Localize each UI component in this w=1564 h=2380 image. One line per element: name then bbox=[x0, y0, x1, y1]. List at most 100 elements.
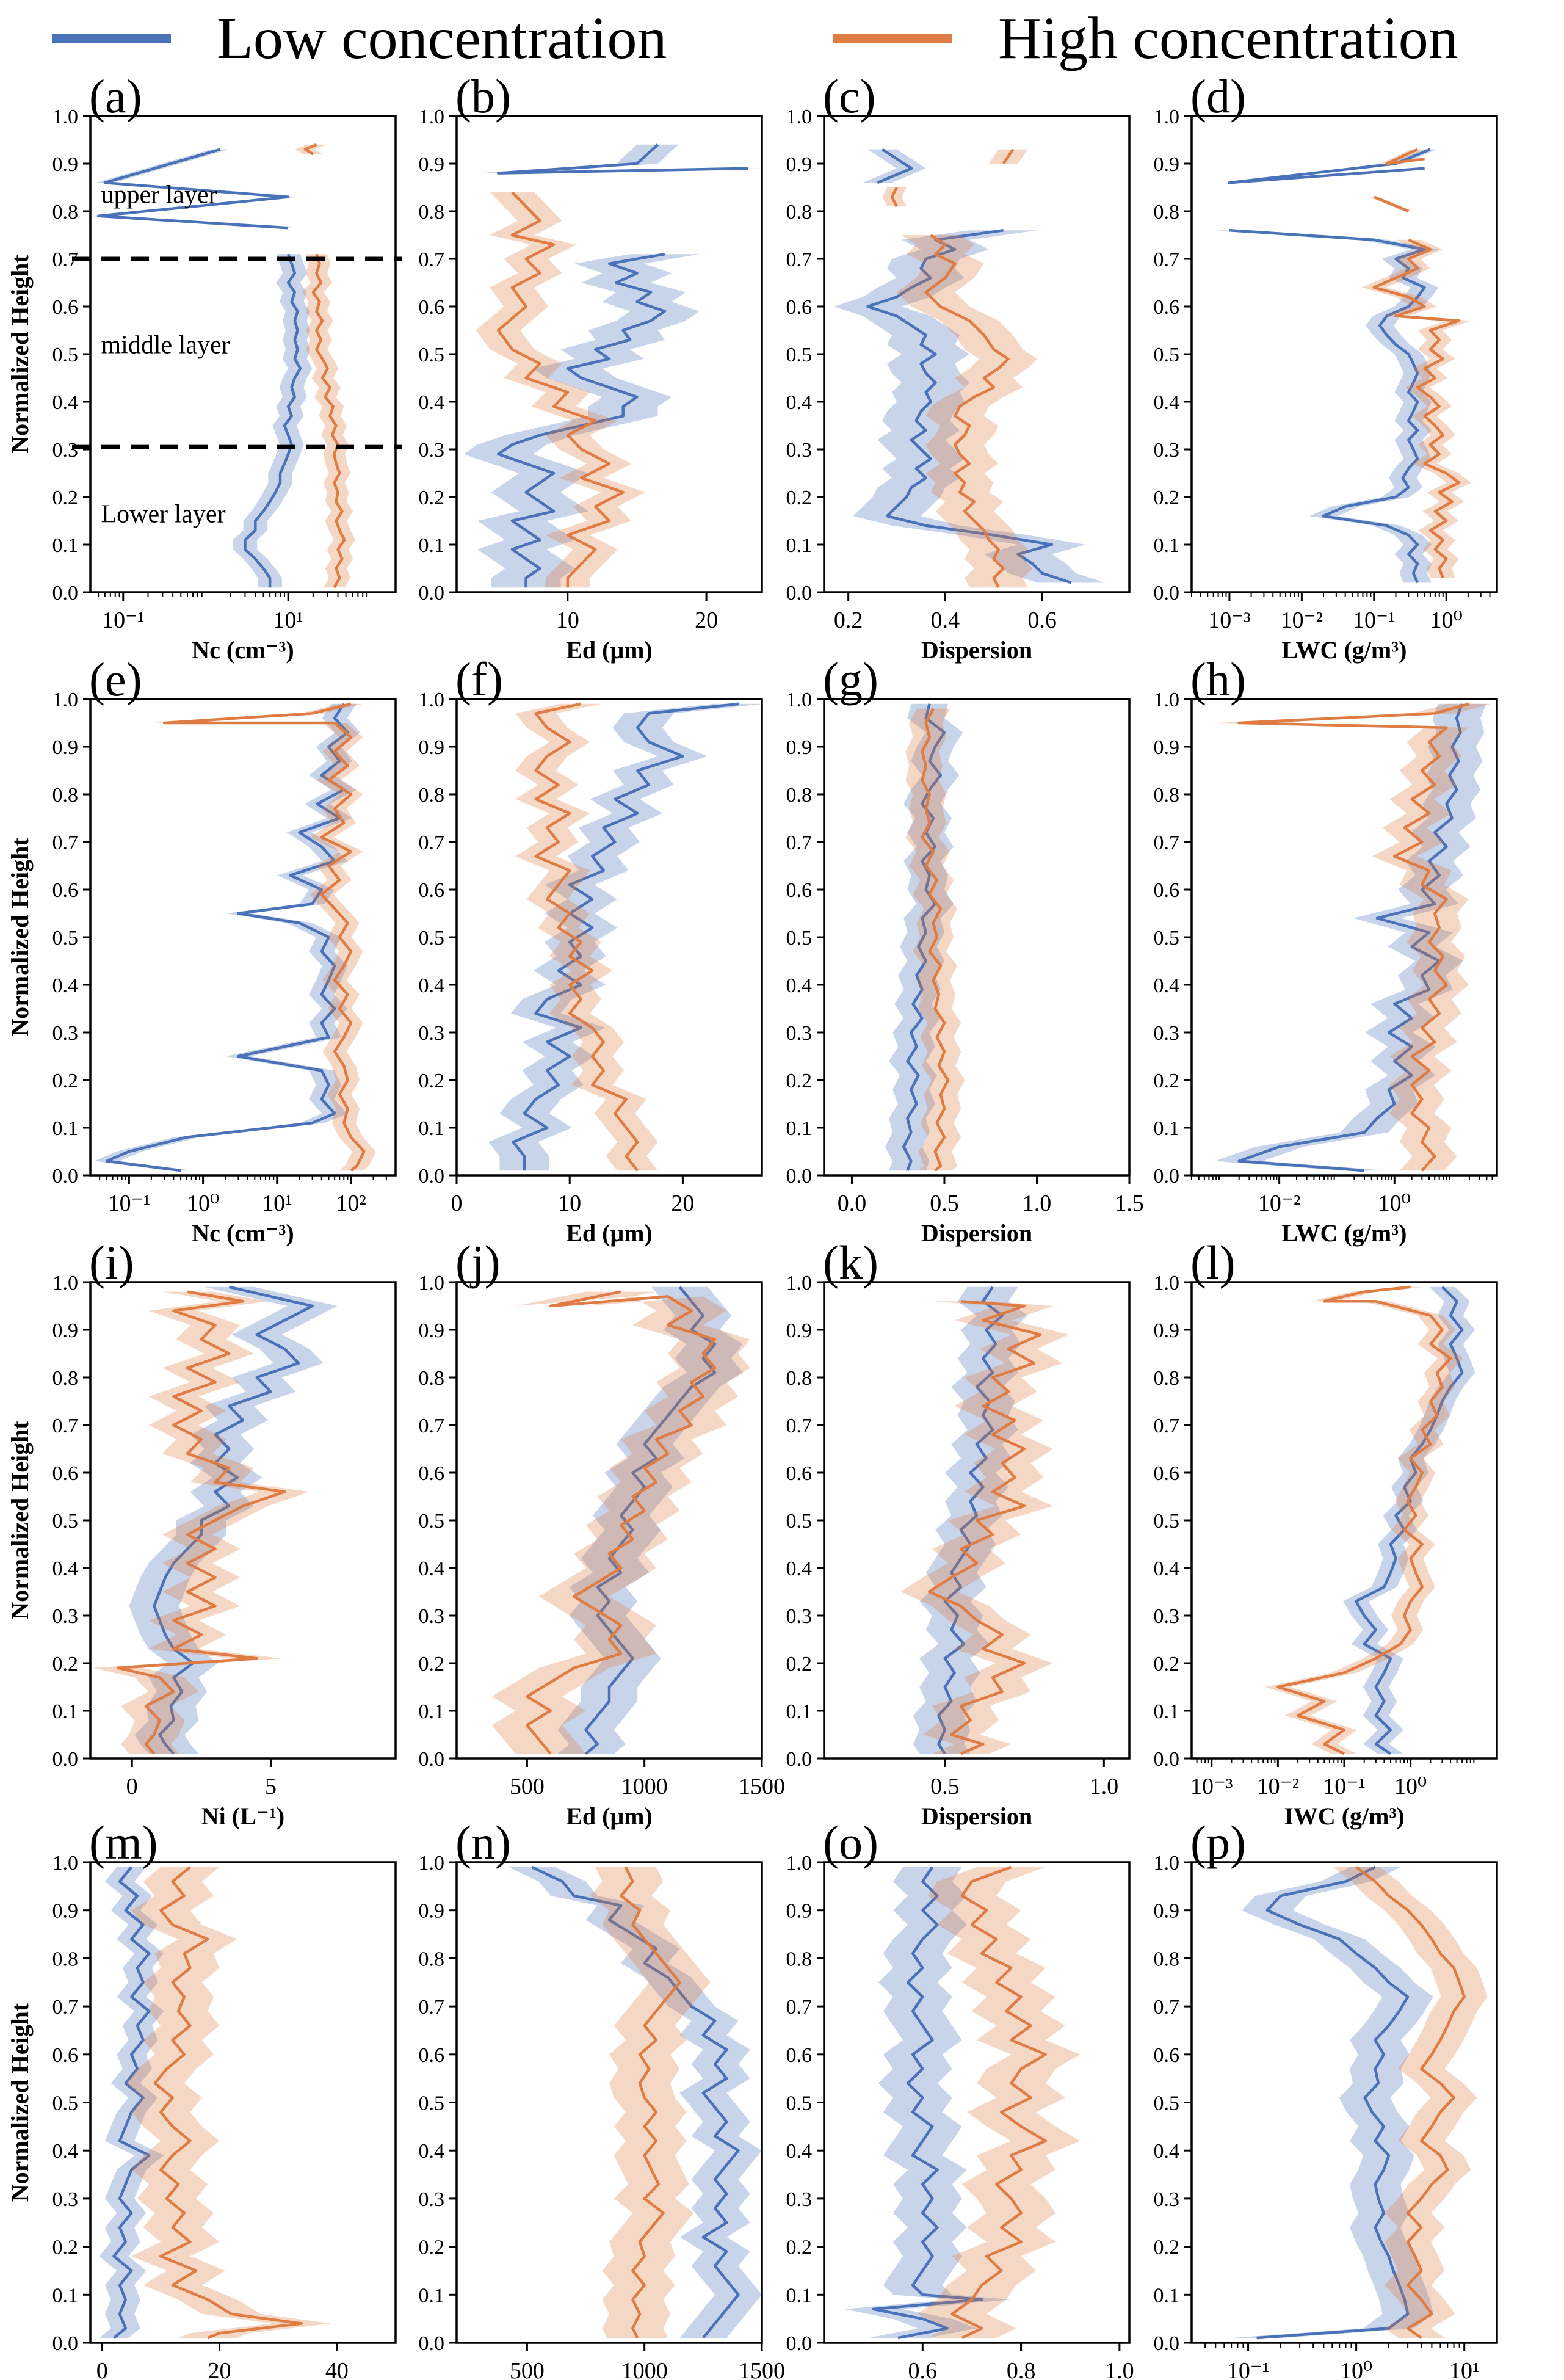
x-tick-label: 10⁻¹ bbox=[108, 1191, 150, 1216]
y-tick-label: 1.0 bbox=[52, 106, 79, 128]
y-tick-label: 0.1 bbox=[419, 1117, 445, 1140]
x-tick-label: 10¹ bbox=[262, 1191, 292, 1216]
y-tick-label: 0.8 bbox=[1154, 1948, 1180, 1970]
panel-label: (c) bbox=[823, 70, 876, 123]
y-tick-label: 0.6 bbox=[52, 296, 79, 319]
panel-label: (m) bbox=[89, 1816, 158, 1869]
y-tick-label: 0.9 bbox=[52, 1900, 79, 1923]
panel-label: (b) bbox=[455, 70, 511, 123]
series-band-low bbox=[94, 703, 361, 1171]
y-tick-label: 0.2 bbox=[786, 2237, 813, 2259]
x-tick-label: 40 bbox=[325, 2358, 349, 2380]
series-band-low bbox=[1222, 149, 1437, 183]
series-line-low bbox=[96, 148, 290, 230]
series-band-high bbox=[590, 1867, 711, 2338]
panel-label: (p) bbox=[1190, 1816, 1246, 1869]
x-tick-label: 0.2 bbox=[834, 608, 863, 633]
plot-area-n bbox=[508, 1865, 762, 2339]
y-tick-label: 0.0 bbox=[419, 582, 445, 604]
y-tick-label: 0.7 bbox=[419, 1996, 445, 2019]
y-tick-label: 0.6 bbox=[52, 1462, 79, 1485]
y-tick-label: 0.4 bbox=[1154, 391, 1180, 414]
y-tick-label: 0.8 bbox=[1154, 1367, 1180, 1390]
x-tick-label: 0.6 bbox=[908, 2358, 938, 2380]
y-tick-label: 0.5 bbox=[786, 344, 813, 366]
y-tick-label: 0.9 bbox=[52, 1319, 79, 1342]
axes-frame bbox=[823, 698, 1131, 1177]
series-line-high bbox=[890, 186, 899, 208]
y-tick-label: 0.4 bbox=[419, 2140, 445, 2163]
y-tick-label: 1.0 bbox=[419, 1852, 445, 1874]
y-tick-label: 0.1 bbox=[1154, 2284, 1180, 2307]
x-tick-label: 1000 bbox=[621, 2358, 668, 2380]
y-tick-label: 0.2 bbox=[1154, 1070, 1180, 1092]
series-line-high bbox=[526, 1290, 717, 1755]
y-tick-label: 0.7 bbox=[419, 832, 445, 854]
legend-item-high: High concentration bbox=[833, 5, 1458, 72]
y-tick-label: 0.9 bbox=[419, 1900, 445, 1923]
y-tick-label: 0.8 bbox=[419, 1367, 445, 1390]
y-tick-label: 0.4 bbox=[52, 391, 79, 414]
y-tick-label: 0.4 bbox=[52, 2140, 79, 2163]
y-tick-label: 0.7 bbox=[786, 1996, 813, 2019]
y-tick-label: 0.6 bbox=[419, 879, 445, 902]
x-tick-label: 0 bbox=[451, 1191, 463, 1216]
series-band-low bbox=[1215, 230, 1439, 583]
x-tick-label: 0.4 bbox=[931, 608, 960, 633]
y-tick-label: 0.3 bbox=[786, 1605, 813, 1628]
y-tick-label: 0.7 bbox=[786, 1415, 813, 1437]
y-tick-label: 0.9 bbox=[1154, 1319, 1180, 1342]
series-band-high bbox=[882, 187, 907, 207]
y-tick-label: 0.9 bbox=[419, 736, 445, 759]
series-line-high bbox=[303, 143, 317, 156]
panel-label: (i) bbox=[89, 1236, 134, 1289]
y-tick-label: 0.2 bbox=[419, 1070, 445, 1092]
legend-swatch-low bbox=[52, 34, 171, 43]
y-tick-label: 0.5 bbox=[419, 344, 445, 366]
x-tick-label: 10 bbox=[558, 1191, 581, 1216]
y-tick-label: 1.0 bbox=[52, 1272, 79, 1294]
x-tick-label: 10² bbox=[336, 1191, 366, 1216]
y-axis-label: Normalized Height bbox=[6, 1421, 34, 1620]
y-tick-label: 0.5 bbox=[419, 927, 445, 949]
series-line-high bbox=[921, 708, 950, 1172]
plot-area-m bbox=[99, 1866, 331, 2340]
series-line-high bbox=[1373, 195, 1410, 213]
y-axis-label: Normalized Height bbox=[6, 255, 34, 454]
series-line-low bbox=[937, 1286, 1004, 1755]
series-line-high bbox=[927, 1299, 1042, 1755]
series-band-high bbox=[1333, 1867, 1488, 2338]
y-tick-label: 0.0 bbox=[1154, 582, 1180, 604]
series-line-high bbox=[924, 234, 1010, 589]
series-line-high bbox=[153, 1866, 303, 2340]
series-band-high bbox=[125, 1867, 331, 2338]
series-line-low bbox=[112, 1866, 151, 2339]
panel-label: (g) bbox=[823, 653, 878, 706]
y-tick-label: 0.8 bbox=[1154, 784, 1180, 807]
series-line-low bbox=[496, 143, 748, 175]
series-band-low bbox=[557, 1286, 744, 1754]
y-tick-label: 0.3 bbox=[419, 1605, 445, 1628]
y-tick-label: 0.2 bbox=[786, 487, 813, 509]
x-tick-label: 10⁻¹ bbox=[1323, 1774, 1365, 1799]
y-tick-label: 0.1 bbox=[1154, 1700, 1180, 1723]
panel-label: (h) bbox=[1190, 653, 1246, 706]
y-tick-label: 0.1 bbox=[786, 534, 813, 557]
y-tick-label: 0.3 bbox=[1154, 1022, 1180, 1045]
y-tick-label: 0.5 bbox=[1154, 1510, 1180, 1533]
y-tick-label: 0.8 bbox=[786, 201, 813, 223]
x-tick-label: 10⁻² bbox=[1281, 608, 1323, 633]
y-tick-label: 0.9 bbox=[786, 1319, 813, 1342]
y-tick-label: 0.7 bbox=[1154, 1996, 1180, 2019]
series-band-high bbox=[93, 1291, 310, 1754]
series-band-low bbox=[1215, 703, 1486, 1171]
x-tick-label: 0.6 bbox=[1027, 608, 1057, 633]
y-tick-label: 0.9 bbox=[419, 153, 445, 176]
y-tick-label: 1.0 bbox=[1154, 1272, 1180, 1294]
series-line-low bbox=[1228, 148, 1431, 184]
x-tick-label: 0 bbox=[96, 2358, 108, 2380]
y-tick-label: 0.7 bbox=[786, 249, 813, 271]
panel-label: (k) bbox=[823, 1236, 878, 1289]
series-band-high bbox=[918, 1867, 1081, 2338]
y-tick-label: 0.3 bbox=[786, 439, 813, 462]
